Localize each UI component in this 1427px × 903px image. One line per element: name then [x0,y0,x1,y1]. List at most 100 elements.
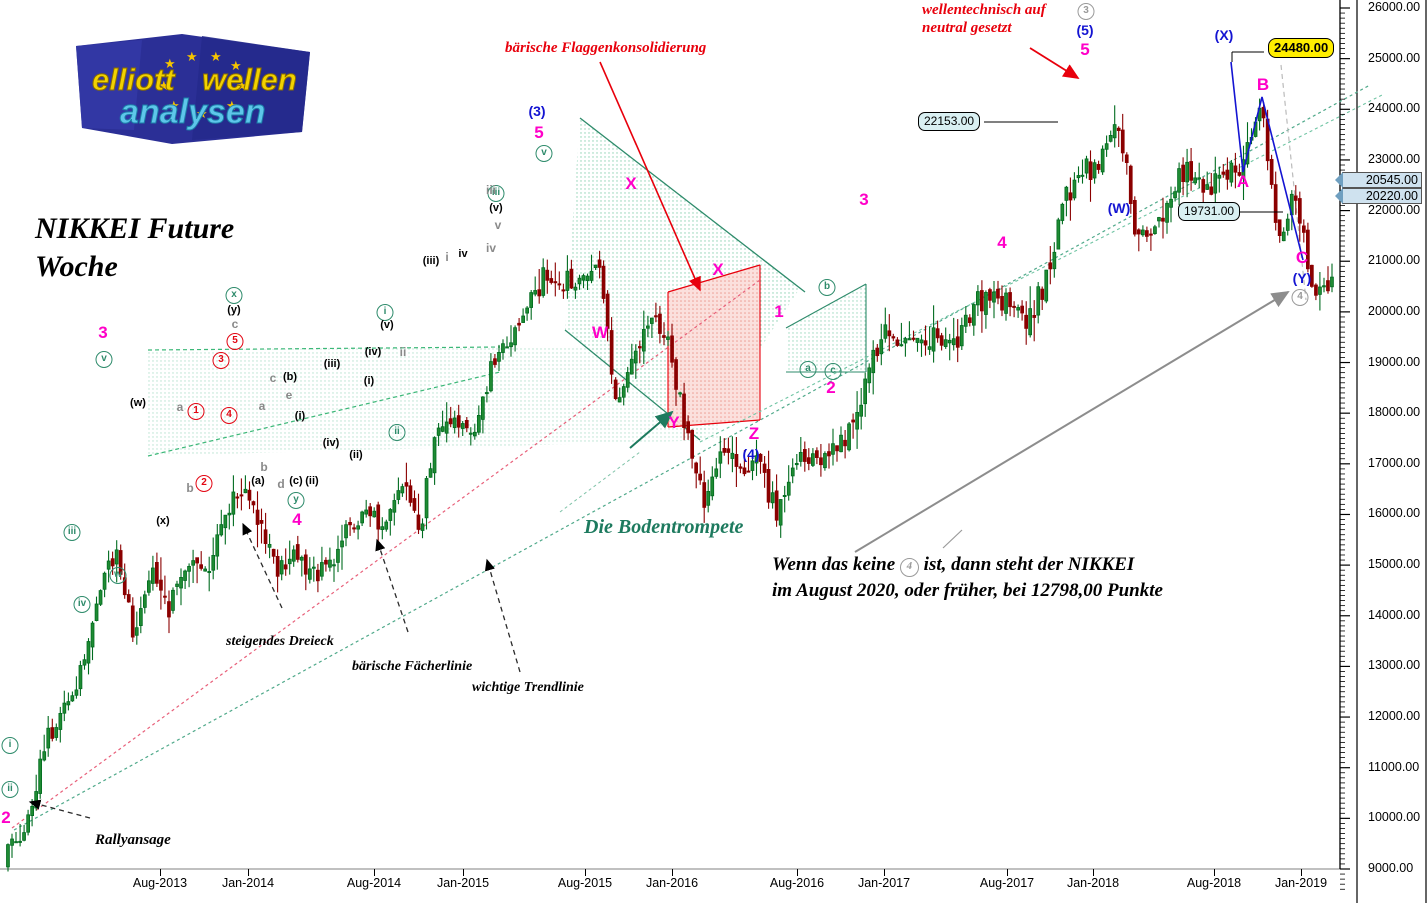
wave-label: ii [1,778,19,798]
price-axis-tick: 19000.00 [1368,354,1421,369]
wave-label: (x) [156,515,170,527]
wave-label: C [1295,248,1309,267]
wave-label: (i) [294,410,306,422]
wave-label: 4 [1291,286,1309,306]
bodentrompete-arrow [559,410,674,513]
annotation-bearish-fan-line: bärische Fächerlinie [352,659,473,674]
wave-label: (v) [489,202,503,214]
svg-text:★: ★ [210,49,222,64]
price-label-box[interactable]: 24480.00 [1268,38,1335,58]
date-axis-tick: Aug-2017 [979,876,1035,890]
wave-label-text: ii [1,781,19,798]
wave-label: iv [485,241,497,255]
wave-label: ii [399,345,407,359]
annotation-forecast-line2: im August 2020, oder früher, bei 12798,0… [772,579,1163,601]
wave-label-text: 5 [226,333,244,350]
date-axis-tick: Aug-2018 [1186,876,1242,890]
wave-label: 3 [1077,0,1095,20]
wave-label-text: 4 [220,407,238,424]
price-axis-tick: 17000.00 [1368,455,1421,470]
lower-support-trendline [699,94,1383,443]
price-axis-tick: 24000.00 [1368,101,1421,116]
wave-label: (Y) [1292,270,1312,286]
price-label-box[interactable]: 22153.00 [918,112,981,131]
annotation-rallyansage: Rallyansage [95,832,171,848]
wave-label: a [258,399,266,413]
wave-label: 3 [859,190,869,209]
wave-label: (c) [289,475,303,487]
date-axis-tickmark [1301,869,1302,876]
date-axis-tickmark [374,869,375,876]
annotation-bearish-flag: bärische Flaggenkonsolidierung [505,40,707,56]
price-axis-tick: 22000.00 [1368,202,1421,217]
wave-label-text: v [535,145,553,162]
forecast-arrow [854,290,1290,553]
date-axis-tick: Jan-2018 [1066,876,1120,890]
wave-label: v [535,142,553,162]
wave-label-text: y [287,492,305,509]
price-axis-tick: 10000.00 [1368,810,1421,825]
wave-label: (ii) [305,475,319,487]
wave-label: X [625,174,637,193]
wave-label: e [285,388,293,402]
wave-label: (y) [227,304,241,316]
flag-annotation-arrow [599,61,701,292]
wave-label: (X) [1214,27,1234,43]
wave-label: (4) [742,446,760,462]
wave-label: d [277,477,285,491]
wave-label: (w) [130,397,146,409]
wave-label: 1 [187,400,205,420]
pricebox-leaders [984,51,1283,213]
price-axis-tick: 26000.00 [1368,0,1421,14]
wave-label: y [287,489,305,509]
wave-label: iii [63,521,81,541]
date-axis-tickmark [797,869,798,876]
price-axis-tick: 9000.00 [1368,861,1414,875]
wave-label-text: iv [73,596,91,613]
wave-label: 4 [292,510,302,529]
date-axis-tick: Jan-2016 [645,876,699,890]
wave-label: 2 [826,378,836,397]
date-axis-tickmark [160,869,161,876]
wave-label-text: iii [487,185,505,202]
current-price-marker[interactable]: 20220.00 [1335,188,1422,204]
wave4-projection-line [1280,64,1307,301]
annotation-neutral-line2: neutral gesetzt [922,20,1012,36]
bearish-flag-shape [667,264,761,428]
wave-label: 4 [997,233,1007,252]
wave-label: B [1256,75,1270,94]
date-axis-tick: Aug-2015 [557,876,613,890]
svg-text:★: ★ [226,98,238,113]
wave-label-text: x [225,287,243,304]
forecast-circle-4: 4 [899,558,919,577]
date-axis-tickmark [463,869,464,876]
wave-label-text: 3 [212,352,230,369]
wave-label: a [799,358,817,378]
current-price-marker[interactable]: 20545.00 [1335,172,1422,188]
wave-label: a [176,400,184,414]
price-axis-tick: 25000.00 [1368,50,1421,65]
date-axis-tick: Aug-2016 [769,876,825,890]
forecast-text-b: ist, dann steht der NIKKEI [923,554,1135,575]
price-axis-tick: 23000.00 [1368,151,1421,166]
wave-label: 3 [98,323,108,342]
svg-text:analysen: analysen [120,93,266,131]
price-axis[interactable]: 26000.00 25000.00 24000.00 23000.00 22000.00… [1335,0,1427,903]
price-label-box[interactable]: 19731.00 [1178,202,1241,221]
price-axis-tick: 12000.00 [1368,709,1421,724]
dreieck-leader [242,522,283,609]
wave-label: 4 [220,404,238,424]
svg-text:elliott: elliott [92,62,176,97]
rising-triangle-shape [147,345,718,457]
wave-label: w [109,564,127,584]
annotation-rising-triangle: steigendes Dreieck [226,634,334,649]
wave-label-text: 4 [1291,289,1309,306]
price-axis-tick: 18000.00 [1368,405,1421,420]
wave-label: (i) [363,375,375,387]
wave-label-text: 1 [187,403,205,420]
candlestick-series [6,98,1334,872]
wave-label: (iii) [323,358,341,370]
bearish-fan-line [11,279,761,829]
wave-label: b [260,460,268,474]
